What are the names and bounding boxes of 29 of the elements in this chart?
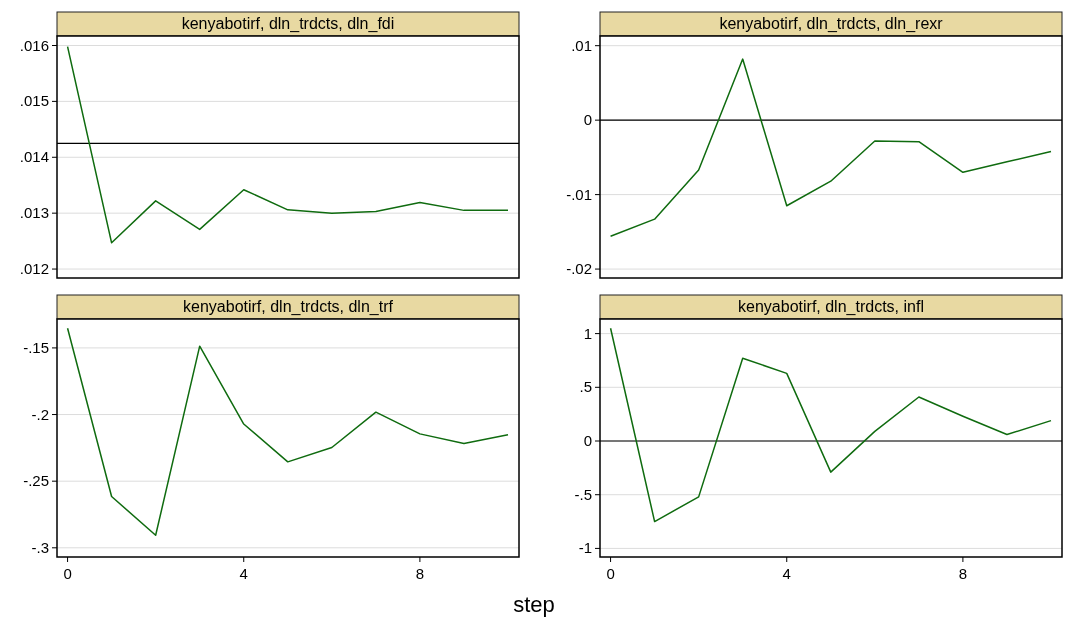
y-tick-label: 1 (583, 324, 592, 342)
x-tick-label: 0 (606, 565, 615, 582)
x-tick-label: 8 (958, 565, 968, 582)
chart-title: kenyabotirf, dln_trdcts, dln_fdi (181, 15, 395, 33)
y-tick-label: -.3 (31, 538, 49, 556)
x-tick-label: 4 (782, 565, 791, 582)
y-tick-label: -.5 (574, 485, 592, 503)
y-tick-label: .016 (19, 36, 49, 54)
y-tick-label: -.2 (31, 405, 49, 423)
x-tick-label: 0 (63, 565, 72, 582)
y-tick-label: -.15 (23, 338, 49, 356)
chart-title: kenyabotirf, dln_trdcts, dln_trf (183, 298, 394, 316)
x-axis-title: step (513, 592, 555, 617)
y-tick-label: 0 (583, 432, 592, 450)
y-tick-label: .015 (19, 92, 49, 110)
y-tick-label: -.01 (566, 185, 592, 203)
x-tick-label: 8 (415, 565, 425, 582)
y-tick-label: .013 (19, 204, 49, 222)
y-tick-label: 0 (583, 111, 592, 129)
y-tick-label: -.02 (566, 260, 592, 278)
y-tick-label: .012 (19, 260, 49, 278)
y-tick-label: -1 (578, 539, 592, 557)
chart-title: kenyabotirf, dln_trdcts, dln_rexr (719, 15, 944, 33)
y-tick-label: .01 (571, 36, 592, 54)
y-tick-label: -.25 (23, 472, 49, 490)
chart-title: kenyabotirf, dln_trdcts, infl (738, 298, 924, 316)
y-tick-label: .014 (19, 148, 49, 166)
y-tick-label: .5 (579, 378, 592, 396)
x-tick-label: 4 (239, 565, 248, 582)
